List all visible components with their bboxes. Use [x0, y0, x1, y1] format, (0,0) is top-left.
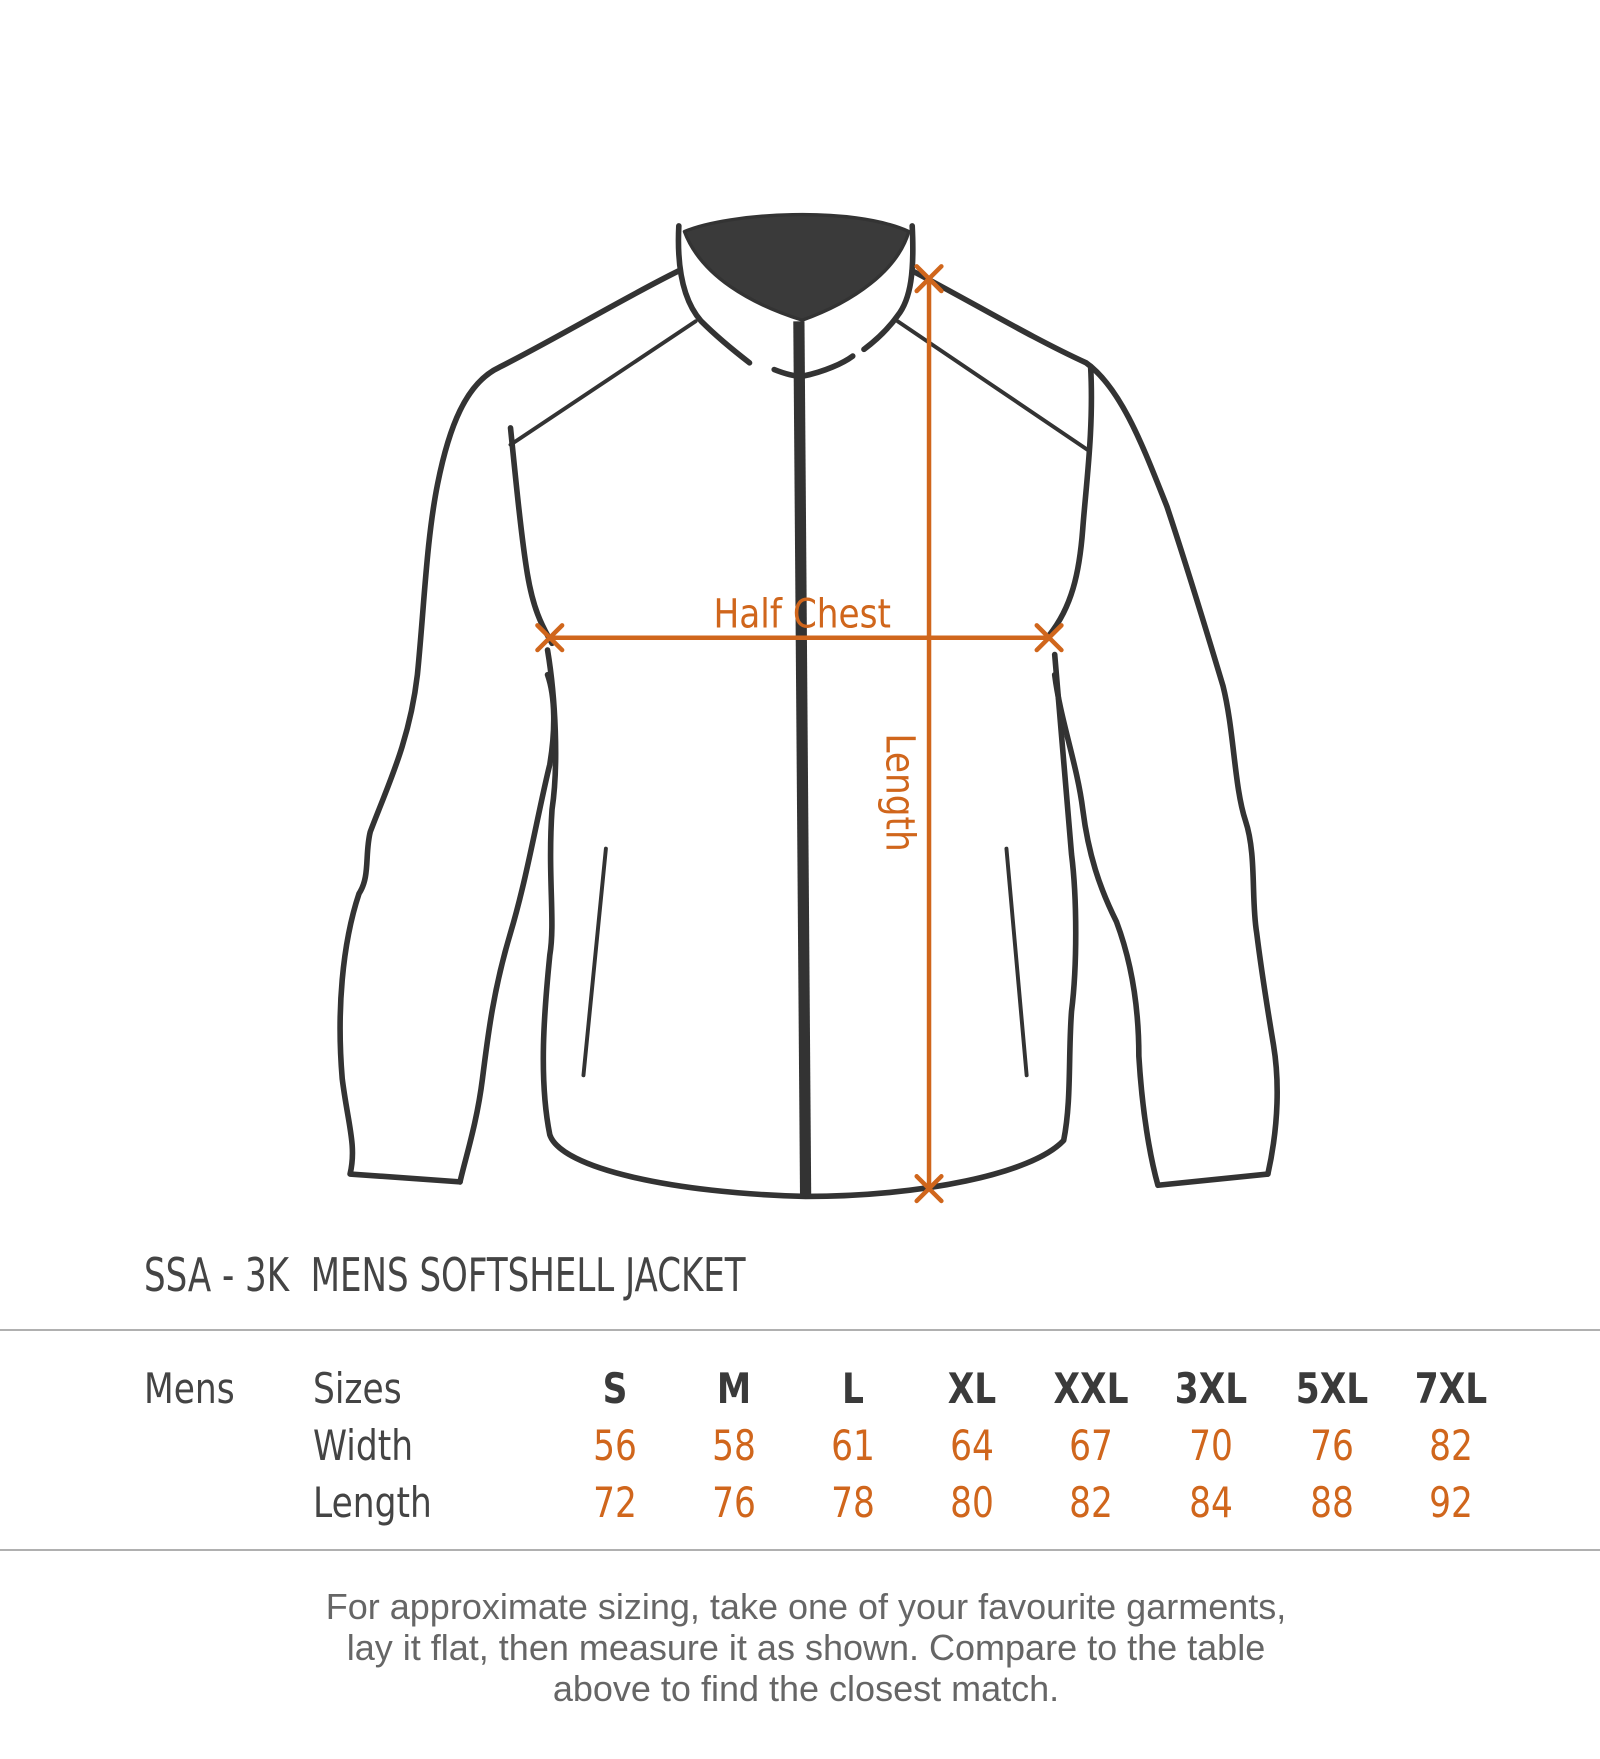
right-sleeve-outer — [909, 267, 1280, 1177]
width-value: 82 — [1429, 1421, 1473, 1470]
half-chest-label: Half Chest — [713, 590, 891, 637]
size-header: L — [842, 1364, 864, 1413]
right-side-seam — [1046, 363, 1095, 639]
width-value: 67 — [1069, 1421, 1113, 1470]
length-top-cross-icon — [914, 264, 944, 294]
size-header: 3XL — [1174, 1364, 1248, 1413]
half-chest-left-cross-icon — [535, 623, 565, 653]
row-label-width: Width — [313, 1421, 414, 1470]
length-value: 80 — [950, 1478, 994, 1527]
right-raglan-seam — [895, 319, 1091, 453]
size-header: XXL — [1053, 1364, 1129, 1413]
width-value: 58 — [712, 1421, 756, 1470]
sizing-note: For approximate sizing, take one of your… — [0, 1586, 1600, 1709]
size-header: M — [716, 1364, 752, 1413]
length-value: 92 — [1429, 1478, 1473, 1527]
collar-inner — [682, 212, 911, 322]
left-side-seam — [507, 425, 555, 647]
right-pocket — [1004, 846, 1029, 1078]
row-label-length: Length — [313, 1478, 432, 1527]
note-line: above to find the closest match. — [552, 1668, 1060, 1709]
width-value: 76 — [1310, 1421, 1354, 1470]
size-header: 7XL — [1414, 1364, 1488, 1413]
left-raglan-seam — [508, 319, 698, 447]
width-value: 70 — [1189, 1421, 1233, 1470]
left-sleeve-outer — [337, 267, 682, 1185]
collar-left — [675, 223, 753, 366]
width-value: 61 — [831, 1421, 875, 1470]
half-chest-right-cross-icon — [1034, 623, 1064, 653]
length-value: 84 — [1189, 1478, 1233, 1527]
zipper — [793, 321, 812, 1197]
note-line: lay it flat, then measure it as shown. C… — [346, 1627, 1266, 1668]
divider-bottom — [0, 1549, 1600, 1551]
length-value: 88 — [1310, 1478, 1354, 1527]
row-label-sizes: Sizes — [313, 1364, 402, 1413]
length-value: 82 — [1069, 1478, 1113, 1527]
collar-front — [771, 353, 856, 380]
left-pocket — [581, 846, 608, 1078]
width-value: 56 — [593, 1421, 637, 1470]
collar-right — [861, 223, 916, 353]
length-value: 76 — [712, 1478, 756, 1527]
length-value: 78 — [831, 1478, 875, 1527]
length-label: Length — [877, 733, 924, 851]
width-value: 64 — [950, 1421, 994, 1470]
divider-top — [0, 1329, 1600, 1331]
group-label: Mens — [144, 1364, 235, 1413]
length-bottom-cross-icon — [914, 1174, 944, 1204]
size-header: S — [602, 1364, 628, 1413]
length-value: 72 — [593, 1478, 637, 1527]
product-title: SSA - 3K MENS SOFTSHELL JACKET — [144, 1248, 746, 1302]
note-line: For approximate sizing, take one of your… — [325, 1586, 1287, 1627]
size-header: 5XL — [1295, 1364, 1369, 1413]
size-header: XL — [947, 1364, 997, 1413]
left-sleeve-inner — [457, 671, 557, 1185]
right-sleeve-inner — [1051, 671, 1271, 1189]
